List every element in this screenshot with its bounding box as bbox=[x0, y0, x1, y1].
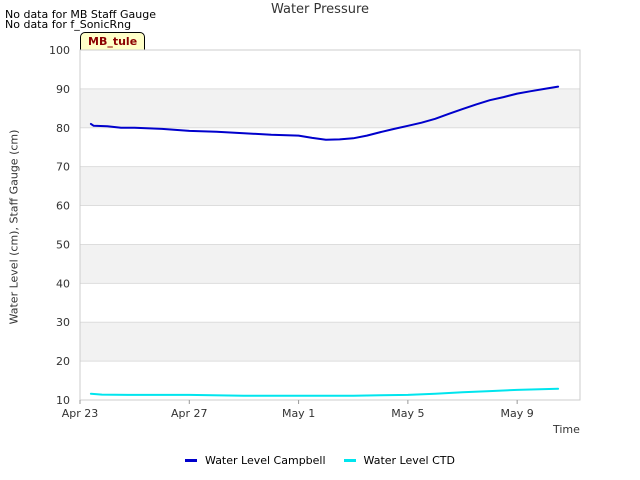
y-tick-label: 70 bbox=[56, 161, 70, 174]
x-tick-label: Apr 23 bbox=[62, 407, 99, 420]
x-tick-label: May 9 bbox=[501, 407, 534, 420]
legend-item-campbell[interactable]: Water Level Campbell bbox=[185, 454, 326, 467]
grid-band bbox=[80, 127, 580, 167]
no-data-notice-sonic-rng: No data for f_SonicRng bbox=[5, 18, 132, 31]
grid-band bbox=[80, 88, 580, 128]
site-tag[interactable]: MB_tule bbox=[80, 32, 146, 52]
legend-item-ctd[interactable]: Water Level CTD bbox=[343, 454, 455, 467]
x-tick-label: May 1 bbox=[282, 407, 315, 420]
grid-bands bbox=[80, 50, 580, 400]
y-tick-label: 90 bbox=[56, 83, 70, 96]
x-tick-label: May 5 bbox=[391, 407, 424, 420]
legend-label-campbell: Water Level Campbell bbox=[205, 454, 326, 467]
y-tick-label: 20 bbox=[56, 355, 70, 368]
series-lines bbox=[89, 85, 560, 397]
legend-swatch-campbell bbox=[185, 459, 198, 462]
legend: Water Level Campbell Water Level CTD bbox=[0, 454, 640, 467]
grid-band bbox=[80, 166, 580, 206]
series-line-ctd[interactable] bbox=[89, 387, 560, 397]
y-tick-label: 60 bbox=[56, 200, 70, 213]
y-tick-label: 30 bbox=[56, 316, 70, 329]
y-tick-label: 40 bbox=[56, 277, 70, 290]
grid-band bbox=[80, 205, 580, 245]
series-line-campbell[interactable] bbox=[89, 85, 560, 141]
y-tick-label: 80 bbox=[56, 122, 70, 135]
x-tick-label: Apr 27 bbox=[171, 407, 208, 420]
grid-band bbox=[80, 50, 580, 89]
x-axis-ticks: Apr 23 Apr 27 May 1 May 5 May 9 bbox=[62, 400, 534, 420]
grid-band bbox=[80, 283, 580, 323]
x-axis-label: Time bbox=[553, 423, 580, 436]
y-axis-ticks: 10 20 30 40 50 60 70 80 90 100 bbox=[49, 44, 70, 407]
legend-label-ctd: Water Level CTD bbox=[363, 454, 455, 467]
grid-band bbox=[80, 244, 580, 284]
no-data-notice-staff-gauge: No data for MB Staff Gauge bbox=[5, 8, 156, 21]
legend-swatch-ctd bbox=[343, 459, 356, 462]
grid-band bbox=[80, 361, 580, 400]
y-tick-label: 50 bbox=[56, 238, 70, 251]
y-tick-label: 100 bbox=[49, 44, 70, 57]
y-tick-label: 10 bbox=[56, 394, 70, 407]
grid-band bbox=[80, 322, 580, 362]
plot-frame bbox=[79, 49, 581, 401]
chart-title: Water Pressure bbox=[270, 2, 370, 17]
